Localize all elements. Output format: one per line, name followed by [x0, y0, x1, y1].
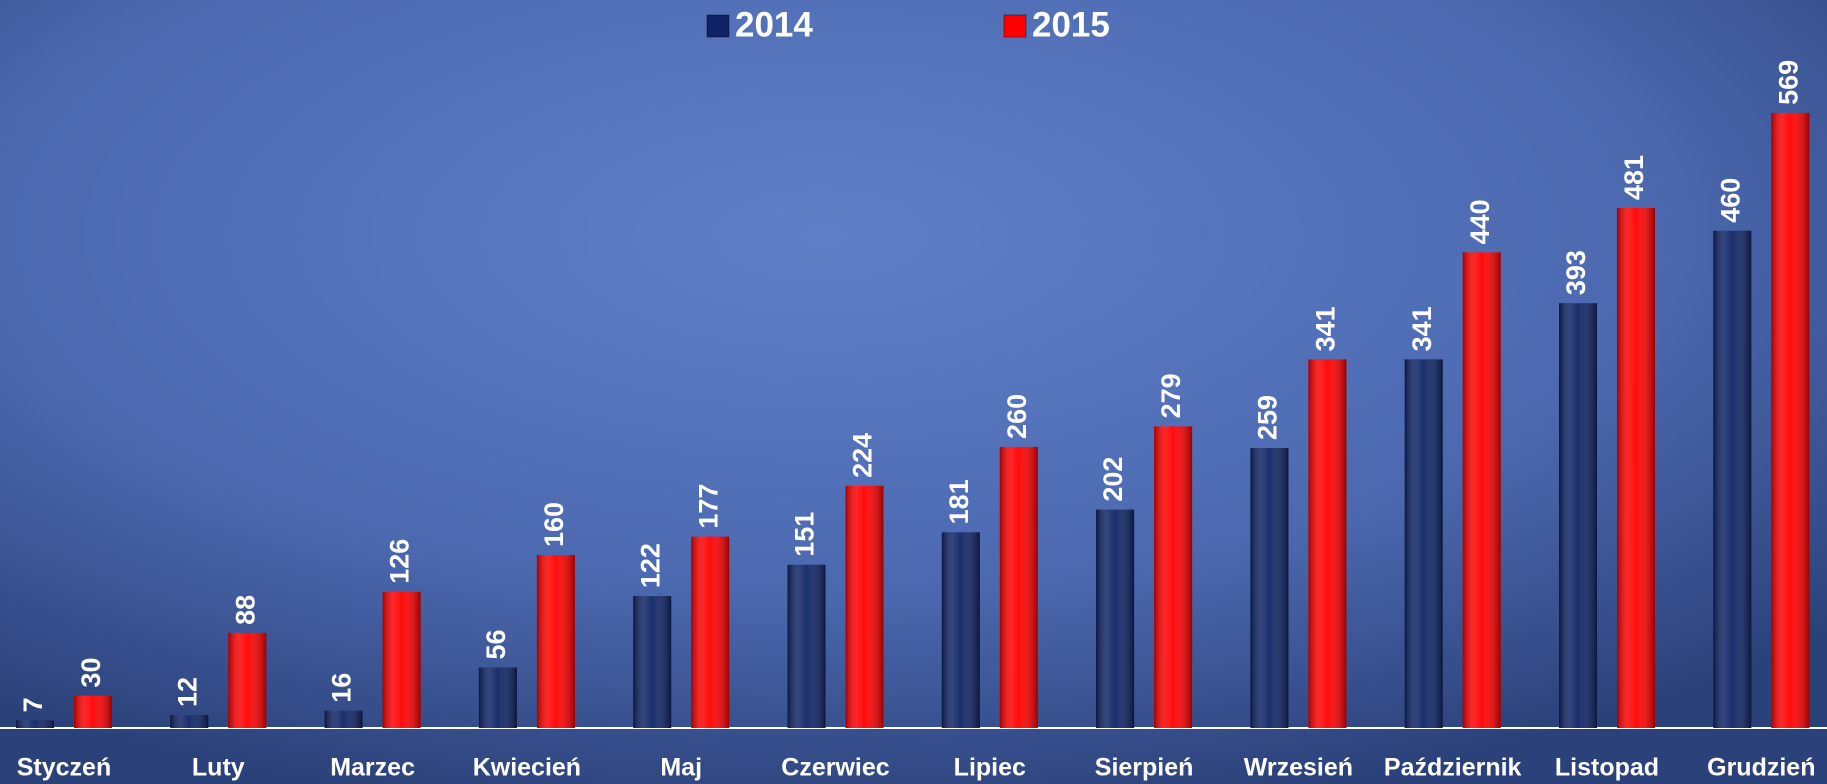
- bar-shine: [1559, 303, 1597, 728]
- value-label: 7: [18, 697, 48, 712]
- bar-shine: [478, 667, 517, 728]
- legend-swatch: [1003, 14, 1027, 38]
- value-label: 30: [76, 658, 106, 688]
- x-tick-label: Kwiecień: [473, 754, 581, 782]
- value-label: 341: [1311, 306, 1341, 351]
- bar-shine: [1771, 112, 1810, 728]
- value-label: 16: [327, 673, 357, 703]
- x-tick-label: Listopad: [1555, 754, 1659, 782]
- value-label: 177: [693, 484, 723, 529]
- bar-shine: [1404, 359, 1443, 728]
- bar-shine: [1713, 230, 1752, 729]
- x-tick-label: Lipiec: [954, 754, 1026, 782]
- x-tick-label: Styczeń: [17, 754, 111, 782]
- bar-shine: [16, 720, 54, 728]
- value-label: 151: [790, 512, 820, 557]
- bar-shine: [845, 485, 884, 728]
- value-label: 279: [1156, 373, 1186, 418]
- bar-shine: [1308, 359, 1347, 728]
- value-label: 56: [481, 629, 511, 659]
- bar-shine: [170, 715, 209, 728]
- bar-shine: [74, 695, 112, 728]
- value-label: 160: [539, 502, 569, 547]
- value-label: 460: [1715, 178, 1745, 223]
- value-label: 259: [1253, 395, 1283, 440]
- value-label: 569: [1773, 60, 1803, 105]
- value-label: 224: [848, 433, 878, 478]
- value-label: 126: [385, 539, 415, 584]
- bar-shine: [633, 596, 672, 728]
- bar-shine: [228, 632, 267, 728]
- bar-shine: [1154, 426, 1193, 728]
- legend-swatch: [706, 14, 730, 38]
- x-tick-label: Sierpień: [1095, 754, 1194, 782]
- legend-label: 2014: [735, 5, 813, 44]
- value-label: 440: [1465, 199, 1495, 244]
- x-tick-label: Październik: [1384, 754, 1522, 782]
- value-label: 393: [1561, 250, 1591, 295]
- bar-shine: [1617, 208, 1655, 728]
- bar-shine: [536, 555, 575, 728]
- bar-shine: [382, 591, 421, 728]
- x-tick-label: Marzec: [330, 754, 415, 782]
- bar-shine: [691, 536, 730, 728]
- value-label: 341: [1407, 306, 1437, 351]
- x-tick-label: Czerwiec: [781, 754, 889, 782]
- bar-shine: [1462, 252, 1501, 729]
- bar-shine: [1250, 448, 1289, 728]
- value-label: 181: [944, 479, 974, 524]
- bar-shine: [999, 446, 1038, 728]
- value-label: 12: [172, 677, 202, 707]
- x-tick-label: Grudzień: [1707, 754, 1815, 782]
- bar-shine: [1096, 509, 1135, 728]
- value-label: 88: [230, 595, 260, 625]
- x-tick-label: Maj: [660, 754, 702, 782]
- value-label: 260: [1002, 394, 1032, 439]
- legend-label: 2015: [1032, 5, 1110, 44]
- bar-shine: [941, 532, 980, 728]
- x-tick-label: Luty: [192, 754, 245, 782]
- value-label: 202: [1098, 457, 1128, 502]
- x-tick-label: Wrzesień: [1244, 754, 1353, 782]
- bar-shine: [787, 564, 826, 728]
- bar-shine: [324, 710, 363, 728]
- value-label: 122: [635, 543, 665, 588]
- value-label: 481: [1619, 155, 1649, 200]
